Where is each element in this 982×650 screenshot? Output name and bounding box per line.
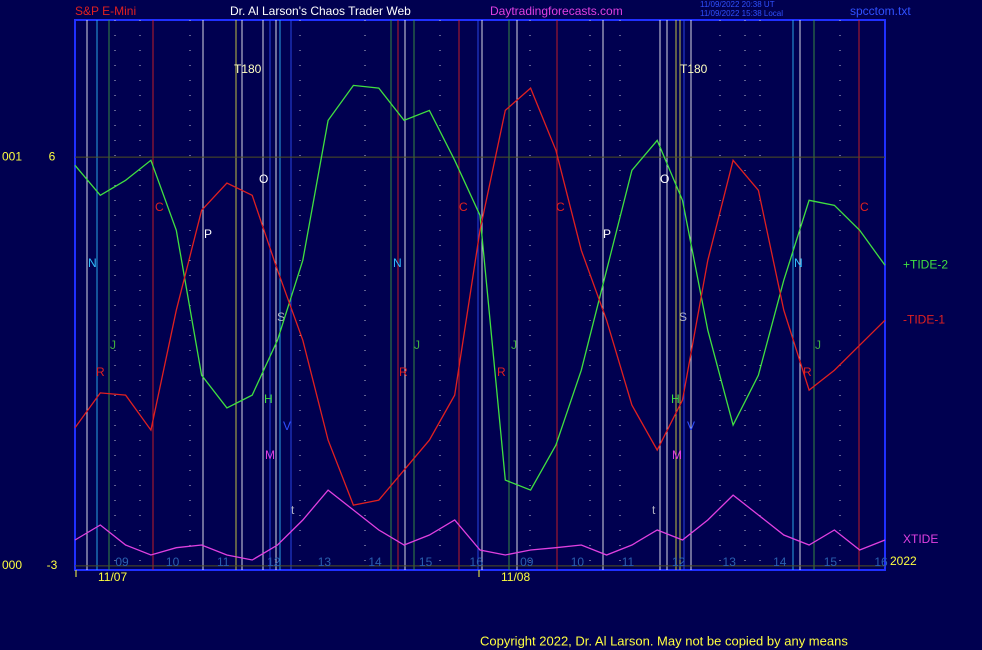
annotation: N — [88, 256, 97, 270]
annotation: J — [511, 338, 517, 352]
cycle-lines — [86, 20, 860, 570]
annotation: H — [671, 392, 680, 406]
x-tick-label: 13 — [723, 555, 737, 569]
date-label: 11/07 — [98, 570, 127, 584]
x-tick-label: 09 — [520, 555, 534, 569]
site: Daytradingforecasts.com — [490, 4, 623, 18]
annotation: t — [291, 503, 295, 517]
annotation: J — [414, 338, 420, 352]
annotation: M — [672, 448, 682, 462]
annotation: J — [815, 338, 821, 352]
x-tick-label: 16 — [470, 555, 484, 569]
series-line — [74, 489, 886, 561]
date-label: 11/08 — [501, 570, 530, 584]
annotation: T180 — [680, 62, 708, 76]
annotation: N — [393, 256, 402, 270]
legend-label: -TIDE-1 — [903, 312, 945, 326]
x-tick-label: 15 — [824, 555, 838, 569]
legend-label: XTIDE — [903, 532, 938, 546]
y-code: 000 — [2, 558, 22, 572]
annotation: V — [283, 419, 291, 433]
annotation: O — [660, 172, 669, 186]
x-tick-label: 12 — [267, 555, 281, 569]
annotation: R — [497, 365, 506, 379]
x-tick-label: 12 — [672, 555, 686, 569]
chart-title: Dr. Al Larson's Chaos Trader Web — [230, 4, 411, 18]
annotation: P — [603, 227, 611, 241]
x-tick-label: 13 — [318, 555, 332, 569]
x-tick-label: 09 — [115, 555, 129, 569]
year: 2022 — [890, 554, 917, 568]
legend-label: +TIDE-2 — [903, 257, 948, 271]
annotation: R — [803, 365, 812, 379]
annotation: S — [277, 310, 285, 324]
y-tick-label: -3 — [47, 558, 58, 572]
annotation: V — [687, 419, 695, 433]
x-tick-label: 11 — [622, 555, 635, 569]
file-name: spcctom.txt — [850, 4, 911, 18]
copyright: Copyright 2022, Dr. Al Larson. May not b… — [480, 633, 848, 648]
timestamp: 11/09/2022 20:38 UT — [700, 0, 775, 9]
annotation: C — [556, 200, 565, 214]
annotation: t — [652, 503, 656, 517]
series-line — [74, 87, 886, 506]
timestamp: 11/09/2022 15:38 Local — [700, 9, 783, 18]
annotation: O — [259, 172, 268, 186]
annotation: S — [679, 310, 687, 324]
annotation: M — [265, 448, 275, 462]
plot-frame — [74, 19, 886, 571]
annotation: C — [860, 200, 869, 214]
x-tick-label: 14 — [773, 555, 787, 569]
x-tick-label: 11 — [217, 555, 230, 569]
x-tick-label: 10 — [571, 555, 585, 569]
x-tick-label: 14 — [368, 555, 382, 569]
annotations: N R J C P O S H V M t T180 N J R C R J C… — [88, 62, 869, 517]
annotation: H — [264, 392, 273, 406]
annotation: C — [459, 200, 468, 214]
x-tick-label: 10 — [166, 555, 180, 569]
y-tick-label: 6 — [49, 149, 56, 163]
annotation: J — [110, 338, 116, 352]
annotation: P — [204, 227, 212, 241]
annotation: N — [794, 256, 803, 270]
annotation: T180 — [234, 62, 262, 76]
annotation: C — [155, 200, 164, 214]
annotation: R — [96, 365, 105, 379]
series-line — [74, 84, 886, 491]
x-tick-label: 16 — [874, 555, 888, 569]
annotation: R — [399, 365, 408, 379]
y-code: 001 — [2, 149, 22, 163]
x-tick-label: 15 — [419, 555, 433, 569]
symbol: S&P E-Mini — [75, 4, 136, 18]
